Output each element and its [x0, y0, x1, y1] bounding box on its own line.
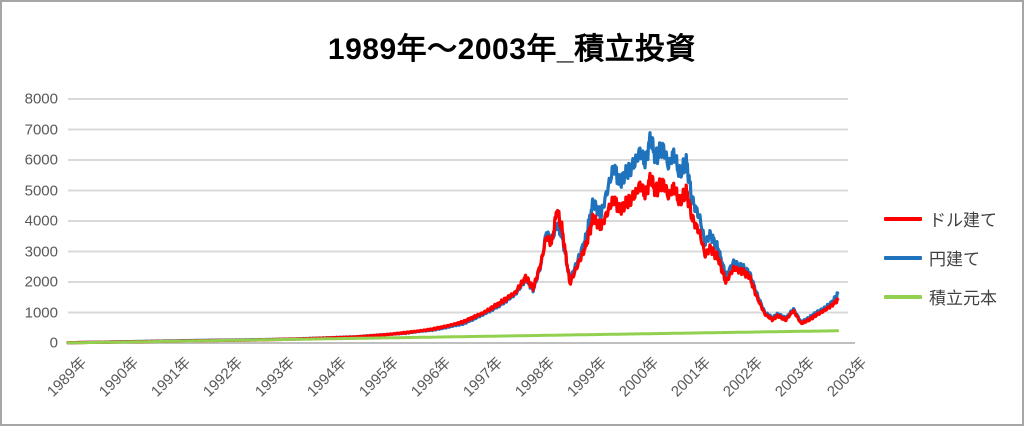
legend-swatch-icon [884, 216, 922, 221]
y-tick-label-3000: 3000 [24, 243, 58, 260]
legend-label: 円建て [929, 250, 980, 269]
y-tick-label-6000: 6000 [24, 151, 58, 169]
chart-title: 1989年〜2003年_積立投資 [327, 33, 697, 66]
legend-item-円建て: 円建て [884, 245, 997, 270]
legend-item-ドル建て: ドル建て [884, 206, 997, 231]
y-tick-label-4000: 4000 [24, 212, 58, 230]
chart-legend: ドル建て円建て積立元本 [884, 206, 997, 309]
y-tick-label-0: 0 [49, 334, 58, 352]
y-tick-label-5000: 5000 [24, 182, 58, 199]
legend-swatch-icon [884, 294, 922, 299]
legend-swatch-icon [884, 255, 922, 260]
legend-label: 積立元本 [929, 289, 997, 308]
series-line-円建て [66, 131, 840, 345]
y-tick-label-8000: 8000 [24, 90, 58, 108]
legend-label: ドル建て [929, 211, 997, 230]
series-line-積立元本 [66, 329, 840, 345]
y-tick-label-1000: 1000 [24, 304, 58, 321]
y-tick-label-2000: 2000 [24, 273, 58, 291]
y-tick-label-7000: 7000 [24, 121, 58, 138]
legend-item-積立元本: 積立元本 [884, 284, 997, 309]
